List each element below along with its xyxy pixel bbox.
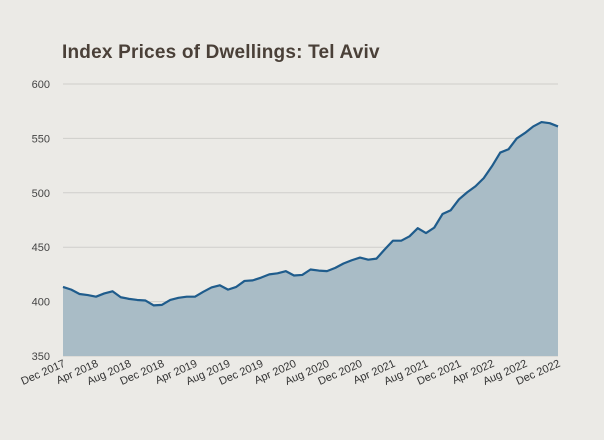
y-tick-label: 550 <box>32 133 50 145</box>
y-tick-label: 400 <box>32 297 50 309</box>
series-line <box>62 120 559 307</box>
chart-title: Index Prices of Dwellings: Tel Aviv <box>62 42 380 63</box>
y-tick-label: 500 <box>32 188 50 200</box>
y-tick-label: 450 <box>32 242 50 254</box>
y-axis: 350 400 450 500 550 600 <box>32 79 50 363</box>
series-layer <box>62 120 559 356</box>
y-tick-label: 600 <box>32 79 50 91</box>
y-tick-label: 350 <box>32 351 50 363</box>
series-area <box>63 122 558 356</box>
